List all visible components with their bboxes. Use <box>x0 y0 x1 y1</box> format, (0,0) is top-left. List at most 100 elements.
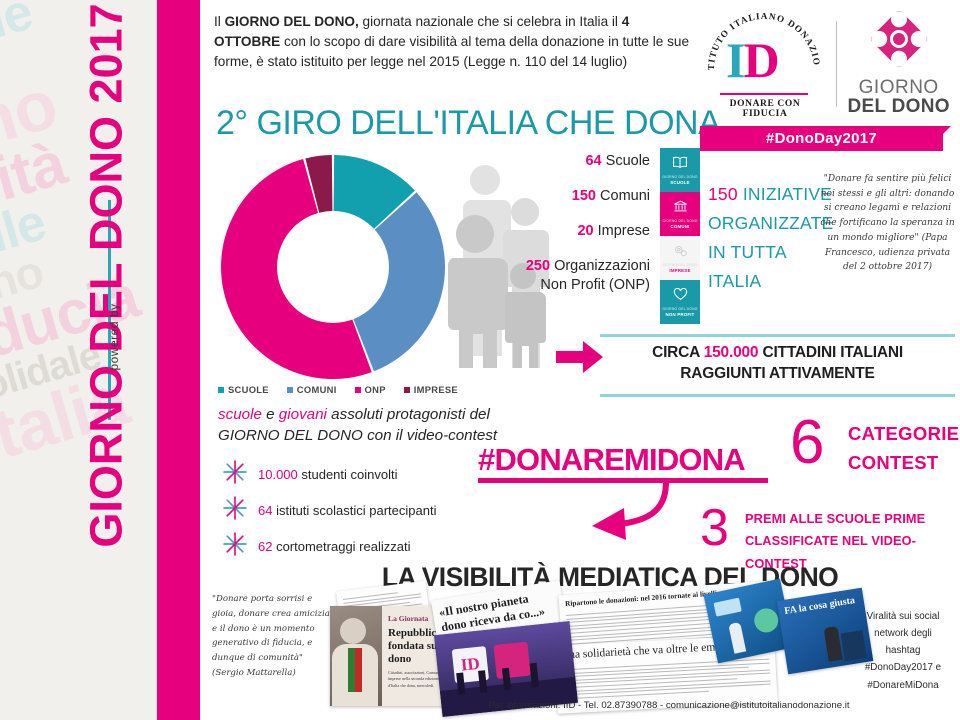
iniziative-line1: 150 INIZIATIVE <box>708 180 843 209</box>
circa-line1: CIRCA 150.000 CITTADINI ITALIANI <box>600 343 955 364</box>
legend-item-comuni: COMUNI <box>286 384 337 395</box>
badge-name-imprese: IMPRESE <box>669 267 691 273</box>
bullet-text-cortometraggi: 62 cortometraggi realizzati <box>258 539 410 554</box>
asterisk-icon <box>222 459 248 490</box>
bullet-item-istituti: 64 istituti scolastici partecipanti <box>222 492 512 528</box>
stat-number-scuole: 64 <box>585 153 602 169</box>
donut-slice-comuni <box>333 192 445 372</box>
stat-label-onp-line2: Non Profit (ONP) <box>540 276 650 293</box>
legend-item-onp: ONP <box>354 384 386 395</box>
social-line1: Viralità sui social <box>866 611 940 622</box>
clipping-headline-repubblica: Repubblica fondata sul dono <box>388 627 442 665</box>
hashtag-donaremidona: #DONAREMIDONA <box>478 442 746 477</box>
bullet-label-istituti: istituti scolastici partecipanti <box>272 502 437 518</box>
badge-name-scuole: SCUOLE <box>670 179 690 185</box>
circa-rule-bottom <box>600 394 955 397</box>
stat-number-comuni: 150 <box>571 188 596 205</box>
legend-item-imprese: IMPRESE <box>403 384 458 395</box>
legend-label-comuni: COMUNI <box>296 384 337 395</box>
stat-row-comuni: 150 Comuni <box>470 187 650 205</box>
bullet-number-istituti: 64 <box>258 502 273 518</box>
circa-number: 150.000 <box>703 344 759 361</box>
iniziative-word1: INIZIATIVE <box>742 184 833 204</box>
iid-letter-d: D <box>743 32 779 88</box>
logo-block: ISTITUTO ITALIANO DONAZIONE ID DONARE CO… <box>700 3 951 153</box>
giorno-del-dono-logo: GIORNO DEL DONO <box>847 9 950 118</box>
stat-row-onp: 250 Organizzazioni Non Profit (ONP) <box>470 257 650 293</box>
iniziative-number: 150 <box>708 184 738 204</box>
donut-chart-svg <box>221 155 445 379</box>
bullet-item-studenti: 10.000 studenti coinvolti <box>222 456 512 492</box>
stat-label-scuole: Scuole <box>605 153 650 169</box>
legend-label-imprese: IMPRESE <box>413 384 458 395</box>
contest-six-label2: CONTEST <box>848 451 939 473</box>
badge-imprese: GIORNO DEL DONO IMPRESE <box>660 236 700 280</box>
pope-quote: "Donare fa sentire più felici noi stessi… <box>820 172 955 275</box>
iniziative-line3: IN TUTTA ITALIA <box>708 241 786 291</box>
intro-text-c: giornata nazionale che si celebra in Ita… <box>358 14 622 29</box>
badge-non-profit: GIORNO DEL DONO NON PROFIT <box>660 280 700 324</box>
stats-list: 64 Scuole 150 Comuni 20 Imprese 250 Orga… <box>470 152 650 311</box>
bullet-label-cortometraggi: cortometraggi realizzati <box>272 538 411 554</box>
banner-powered-by: powered by <box>107 303 121 371</box>
contest-six-number: 6 <box>790 408 825 477</box>
pope-quote-attribution: (Papa Francesco, udienza privata del 2 o… <box>824 232 951 273</box>
legend-label-scuole: SCUOLE <box>228 384 269 395</box>
circa-rule-top <box>600 334 955 337</box>
bullet-list: 10.000 studenti coinvolti 64 istituti sc… <box>222 456 512 564</box>
asterisk-icon <box>222 531 248 562</box>
stat-label-onp: Organizzazioni <box>554 258 650 275</box>
arrow-right-icon <box>556 340 604 379</box>
iid-monogram: ID <box>726 32 780 88</box>
contest-three-number: 3 <box>700 499 729 557</box>
left-banner: giorno di sociale civile dono carità civ… <box>0 0 200 720</box>
intro-text-a: Il <box>214 14 225 29</box>
scuole-giovani-line: scuole e giovani assoluti protagonisti d… <box>218 405 518 446</box>
mattarella-quote: "Donare porta sorrisi e gioia, donare cr… <box>212 592 334 681</box>
badge-small-non-profit: GIORNO DEL DONO <box>662 306 698 311</box>
pope-quote-text: "Donare fa sentire più felici noi stessi… <box>820 174 955 243</box>
iid-logo: ISTITUTO ITALIANO DONAZIONE ID DONARE CO… <box>700 3 826 119</box>
gdd-diamond-icon <box>847 9 950 72</box>
donut-chart <box>218 152 448 382</box>
mattarella-quote-attribution: (Sergio Mattarella) <box>212 667 296 678</box>
circa-prefix: CIRCA <box>652 344 704 361</box>
asterisk-icon <box>222 495 248 526</box>
iid-tagline: DONARE CON FIDUCIA <box>729 99 801 119</box>
social-line3: hashtag <box>885 645 921 657</box>
gdd-text-line2: DEL DONO <box>847 96 950 118</box>
badge-comuni: GIORNO DEL DONO COMUNI <box>660 192 700 236</box>
curved-arrow-icon <box>562 480 672 547</box>
circa-suffix: CITTADINI ITALIANI <box>758 344 903 361</box>
scuole-word-pink2: giovani <box>278 406 327 423</box>
hashtag-donoday-bar: #DonoDay2017 <box>700 126 943 151</box>
social-line4: #DonoDay2017 e <box>864 662 942 674</box>
iid-arc-svg: ISTITUTO ITALIANO DONAZIONE <box>700 3 821 70</box>
bullet-number-cortometraggi: 62 <box>258 538 273 554</box>
legend-swatch-scuole <box>218 386 224 393</box>
social-line2: network degli <box>874 628 932 640</box>
stat-row-imprese: 20 Imprese <box>470 222 650 240</box>
bullet-number-studenti: 10.000 <box>258 466 298 482</box>
badge-small-imprese: GIORNO DEL DONO <box>662 262 698 267</box>
intro-paragraph: Il GIORNO DEL DONO, giornata nazionale c… <box>214 12 694 72</box>
mattarella-quote-text: "Donare porta sorrisi e gioia, donare cr… <box>212 594 333 664</box>
intro-text-bold-b: GIORNO DEL DONO, <box>224 14 359 29</box>
press-clippings: La Giornata Repubblica fondata sul dono … <box>330 578 874 717</box>
gdd-text-line1: GIORNO <box>858 77 939 99</box>
scuole-word-mid: e <box>261 406 279 423</box>
chart-legend: SCUOLE COMUNI ONP IMPRESE <box>218 384 458 395</box>
pink-accent-strip <box>157 0 200 720</box>
contest-six-label1: CATEGORIE <box>848 423 960 444</box>
iid-letter-i: I <box>726 32 746 88</box>
intro-text-e: con lo scopo di dare visibilità al tema … <box>214 34 690 70</box>
scuole-word-rest: assoluti protagonisti del <box>326 406 490 423</box>
hashtag-bar-fold <box>941 126 951 136</box>
stat-number-onp: 250 <box>525 258 551 275</box>
bullet-item-cortometraggi: 62 cortometraggi realizzati <box>222 528 512 564</box>
legend-label-onp: ONP <box>364 384 386 395</box>
badge-scuole: GIORNO DEL DONO SCUOLE <box>660 148 700 192</box>
badge-name-non-profit: NON PROFIT <box>665 311 695 317</box>
bullet-label-studenti: studenti coinvolti <box>297 466 398 482</box>
